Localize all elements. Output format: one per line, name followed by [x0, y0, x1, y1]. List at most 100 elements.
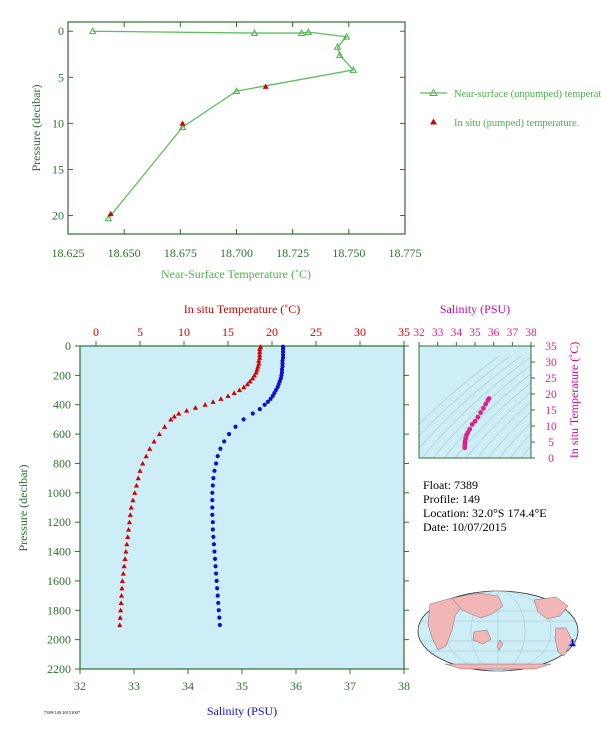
profile-date: Date: 10/07/2015: [423, 520, 507, 534]
temperature-point: [124, 541, 130, 547]
float-location-marker: [569, 639, 576, 647]
temperature-point: [171, 413, 177, 419]
temperature-point: [117, 615, 123, 620]
temperature-tick-label: 0: [93, 325, 99, 339]
temperature-point: [127, 512, 133, 517]
salinity-point: [212, 549, 217, 554]
salinity-point: [218, 446, 223, 451]
salinity-axis-ticks: 32 33 34 35 36 37 38: [74, 669, 410, 693]
near-surface-y-axis-label: Pressure (decibar): [29, 85, 43, 172]
temperature-point: [143, 453, 149, 459]
density-contour: [419, 355, 522, 449]
profile-plot-background: [80, 346, 404, 669]
temperature-tick-label: 35: [398, 325, 410, 339]
temperature-point: [125, 526, 132, 532]
ts-temperature-tick-label: 5: [548, 437, 554, 449]
in-situ-point: [262, 83, 269, 89]
salinity-point: [215, 454, 220, 459]
ts-salinity-tick-label: 34: [451, 327, 463, 339]
temperature-tick-label: 10: [178, 325, 190, 339]
ts-point: [478, 410, 483, 415]
temperature-point: [128, 504, 134, 510]
temperature-point: [121, 563, 127, 569]
temperature-point: [162, 424, 168, 429]
in-situ-point: [179, 120, 186, 126]
ts-salinity-tick-label: 38: [525, 327, 537, 339]
salinity-point: [210, 498, 215, 503]
near-surface-point: [333, 42, 342, 50]
y-tick-label: 10: [52, 116, 64, 130]
temperature-point: [192, 405, 199, 410]
ts-temperature-tick-label: 35: [545, 341, 557, 353]
ts-panel: 32 33 34 35 36 37 38 0 5 10 15 20 25 30 35 Salinity (…: [413, 302, 581, 465]
temperature-point: [257, 346, 263, 352]
pressure-tick-label: 600: [53, 427, 71, 441]
ts-point: [469, 422, 475, 427]
salinity-tick-label: 33: [128, 679, 140, 693]
temperature-point: [137, 468, 143, 473]
density-contour: [476, 401, 531, 458]
temperature-point: [231, 390, 237, 396]
temperature-point: [202, 402, 208, 407]
near-surface-point: [232, 87, 241, 95]
ts-salinity-tick-label: 35: [469, 327, 481, 339]
legend-label-in-situ: In situ (pumped) temperature.: [454, 118, 579, 129]
near-surface-point: [297, 29, 306, 36]
pressure-tick-label: 400: [53, 398, 71, 412]
x-tick-label: 18.750: [332, 246, 365, 260]
salinity-point: [233, 424, 238, 429]
salinity-point: [280, 352, 286, 357]
density-contour: [509, 433, 531, 458]
temperature-point: [257, 352, 263, 357]
float-info: Float: 7389 Profile: 149 Location: 32.0°…: [423, 478, 547, 534]
ts-density-contours: [419, 355, 531, 458]
density-contour: [419, 355, 511, 437]
pressure-tick-label: 800: [53, 456, 71, 470]
near-surface-point: [250, 29, 259, 36]
map-land: [427, 592, 573, 670]
near-surface-point: [349, 65, 358, 73]
salinity-point: [250, 411, 255, 416]
salinity-point: [241, 417, 246, 422]
near-surface-point: [88, 27, 97, 35]
map-land-asia: [451, 592, 504, 619]
near-surface-point: [342, 32, 351, 40]
salinity-point: [210, 520, 215, 525]
temperature-point: [120, 570, 126, 576]
temperature-point: [119, 578, 125, 583]
near-surface-legend: Near-surface (unpumped) temperature. In …: [420, 88, 601, 129]
ts-points: [462, 396, 492, 451]
temperature-point: [247, 378, 253, 384]
ts-salinity-tick-label: 32: [413, 327, 425, 339]
temperature-point: [250, 375, 256, 381]
pressure-tick-label: 1600: [47, 574, 71, 588]
x-tick-label: 18.625: [52, 246, 85, 260]
near-surface-point: [104, 214, 113, 222]
pressure-tick-label: 1000: [47, 486, 71, 500]
density-contour: [432, 364, 531, 458]
ts-point: [483, 401, 489, 407]
salinity-point: [270, 393, 275, 399]
near-surface-point: [304, 28, 313, 36]
near-surface-line: [92, 30, 355, 219]
in-situ-point: [107, 210, 114, 217]
temperature-point: [184, 408, 190, 413]
temperature-point: [135, 475, 141, 481]
ts-temperature-tick-label: 0: [548, 453, 554, 465]
map-land-australia: [472, 629, 492, 645]
temperature-point: [241, 384, 247, 390]
temperature-point: [130, 497, 136, 503]
pressure-tick-label: 1200: [47, 515, 71, 529]
map-land-south-america: [554, 627, 573, 657]
map-land-north-america: [533, 596, 569, 620]
profile-panel: 0 5 10 15 20 25 30 35 32 33 34 35 36 37 38 0 200 400 600…: [16, 302, 410, 718]
temperature-point: [225, 393, 231, 398]
temperature-point: [256, 361, 262, 366]
temperature-point: [118, 607, 124, 613]
temperature-point: [126, 519, 133, 525]
ts-temperature-ticks: 0 5 10 15 20 25 30 35: [531, 341, 557, 465]
temperature-profile-series: [117, 344, 264, 628]
salinity-profile-series: [210, 344, 286, 628]
salinity-tick-label: 36: [290, 679, 302, 693]
pressure-tick-label: 200: [53, 368, 71, 382]
